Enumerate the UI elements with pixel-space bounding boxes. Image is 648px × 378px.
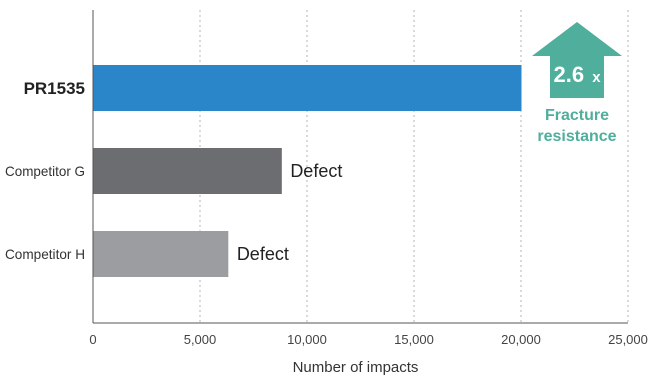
fracture-resistance-callout: 2.6 x Fracture resistance	[532, 22, 622, 145]
bar	[93, 65, 522, 111]
x-tick-label: 5,000	[184, 332, 217, 347]
bar-data-label: Defect	[290, 161, 342, 181]
x-tick-label: 15,000	[394, 332, 434, 347]
callout-value: 2.6 x	[553, 62, 601, 87]
bars-group: PR1535 Competitor G Defect Competitor H Defe…	[5, 65, 522, 277]
x-tick-labels: 0 5,000 10,000 15,000 20,000 25,000	[89, 332, 648, 347]
x-tick-label: 0	[89, 332, 96, 347]
bar	[93, 148, 282, 194]
callout-label-line2: resistance	[537, 128, 616, 145]
x-axis-title: Number of impacts	[293, 359, 419, 376]
bar	[93, 231, 229, 277]
category-label: Competitor G	[5, 163, 85, 179]
up-arrow-icon	[532, 22, 622, 98]
callout-unit: x	[592, 69, 601, 86]
bar-data-label: Defect	[237, 244, 289, 264]
callout-multiplier: 2.6	[553, 62, 584, 87]
callout-label-line1: Fracture	[545, 107, 609, 124]
x-tick-label: 20,000	[501, 332, 541, 347]
category-label: Competitor H	[5, 246, 85, 262]
category-label: PR1535	[24, 79, 85, 98]
x-tick-label: 10,000	[287, 332, 327, 347]
x-tick-label: 25,000	[608, 332, 648, 347]
